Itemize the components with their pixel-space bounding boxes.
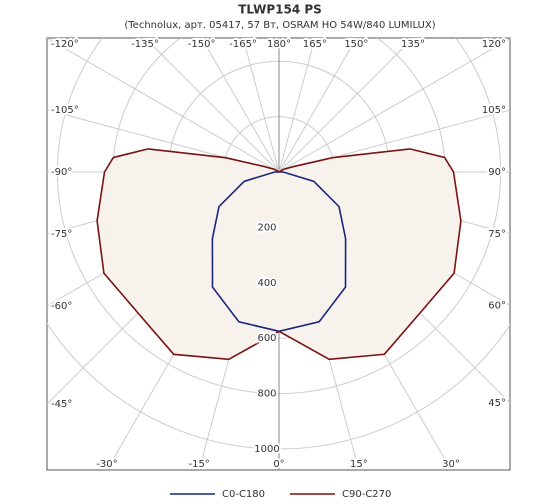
plot-area xyxy=(47,38,510,470)
angle-label: 165° xyxy=(303,39,327,50)
angle-label: -75° xyxy=(51,229,72,240)
r-tick-label: 800 xyxy=(257,389,276,400)
series-line xyxy=(96,148,462,361)
grid-ray xyxy=(47,38,280,173)
legend-label: C90-C270 xyxy=(342,489,391,500)
legend: C0-C180 C90-C270 xyxy=(170,489,391,500)
r-tick-label: 400 xyxy=(257,278,276,289)
grid-ray xyxy=(278,38,357,173)
r-tick-label: 200 xyxy=(257,222,276,233)
angle-label: -135° xyxy=(131,39,159,50)
angle-label: -120° xyxy=(51,39,79,50)
grid-ray xyxy=(278,38,510,173)
grid-ray xyxy=(278,38,414,173)
angle-label: 180° xyxy=(267,39,291,50)
angle-label: -60° xyxy=(51,301,72,312)
angle-label: 75° xyxy=(488,229,506,240)
angle-label: -165° xyxy=(229,39,257,50)
grid-ray xyxy=(278,38,316,173)
series-fill xyxy=(212,172,346,332)
angle-label: -15° xyxy=(188,459,209,470)
angle-label: -45° xyxy=(51,399,72,410)
legend-label: C0-C180 xyxy=(222,489,265,500)
angle-label: 105° xyxy=(482,105,506,116)
angle-label: -150° xyxy=(188,39,216,50)
grid-ray xyxy=(242,38,280,173)
labels: -120° -135° -150° -165° 180° 165° 150° 135° 120°… xyxy=(49,37,508,472)
chart-subtitle: (Technolux, арт. 05417, 57 Вт, OSRAM HO … xyxy=(124,20,435,31)
grid-ray xyxy=(201,38,280,173)
grid-ray xyxy=(144,38,280,173)
angle-label: 60° xyxy=(488,300,506,311)
angle-label: 90° xyxy=(488,167,506,178)
angle-label: 15° xyxy=(350,459,368,470)
chart-title: TLWP154 PS xyxy=(238,3,322,17)
angle-label: 135° xyxy=(401,39,425,50)
angle-label: -105° xyxy=(51,105,79,116)
angle-label: -90° xyxy=(51,167,72,178)
angle-label: 30° xyxy=(442,459,460,470)
angle-label: 0° xyxy=(273,459,284,470)
angle-label: 120° xyxy=(482,39,506,50)
r-tick-label: 600 xyxy=(257,333,276,344)
angle-label: 45° xyxy=(488,398,506,409)
angle-label: -30° xyxy=(96,459,117,470)
r-tick-label: 1000 xyxy=(254,444,279,455)
angle-label: 150° xyxy=(344,39,368,50)
